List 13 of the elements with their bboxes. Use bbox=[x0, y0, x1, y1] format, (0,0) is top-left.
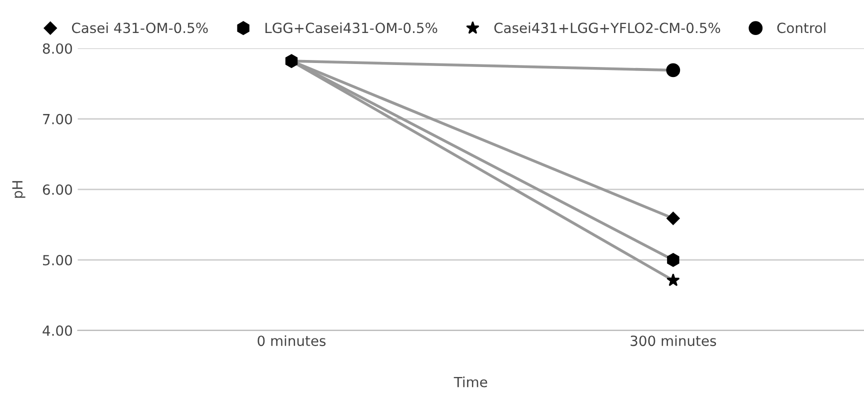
y-axis-title: pH bbox=[12, 181, 26, 198]
y-tick-label: 7.00 bbox=[43, 114, 72, 124]
legend-label: LGG+Casei431-OM-0.5% bbox=[265, 22, 438, 34]
legend-label: Control bbox=[777, 22, 826, 34]
y-tick-label: 6.00 bbox=[42, 184, 72, 195]
x-tick-label: 300 minutes bbox=[630, 335, 716, 346]
legend-label: Casei 431-OM-0.5% bbox=[72, 22, 208, 34]
y-tick-label: 8.00 bbox=[42, 43, 72, 54]
y-tick-label: 4.00 bbox=[42, 325, 72, 336]
y-tick-label: 5.00 bbox=[43, 254, 72, 266]
x-axis-title: Time bbox=[454, 376, 488, 388]
x-tick-label: 0 minutes bbox=[258, 335, 326, 346]
legend-label: Casei431+LGG+YFLO2-CM-0.5% bbox=[494, 22, 720, 34]
